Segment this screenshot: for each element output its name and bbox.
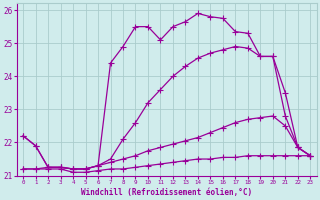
X-axis label: Windchill (Refroidissement éolien,°C): Windchill (Refroidissement éolien,°C) <box>81 188 252 197</box>
